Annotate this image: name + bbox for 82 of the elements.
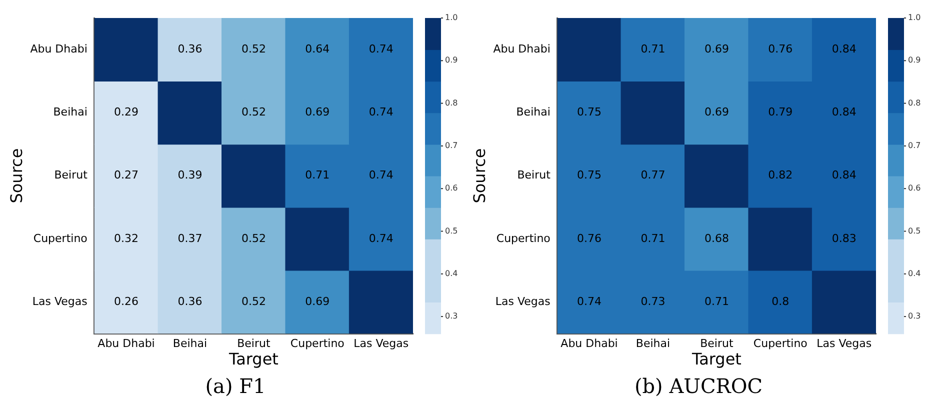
data-label: 0.52: [241, 232, 266, 245]
x-tick-label: Beihai: [636, 337, 670, 350]
y-tick-label: Beirut: [517, 168, 552, 182]
x-tick-label: Cupertino: [290, 337, 345, 350]
y-tick-label: Beihai: [516, 106, 550, 119]
data-label: 0.36: [178, 42, 202, 56]
data-label: 0.77: [640, 168, 666, 182]
color-bar-label: 0.5: [445, 226, 458, 236]
y-tick-label: Las Vegas: [495, 294, 551, 308]
data-label: 0.71: [640, 42, 666, 56]
data-label: 0.84: [832, 168, 856, 182]
color-bar-label: 0.9: [445, 56, 458, 65]
data-label: 0.69: [704, 42, 729, 56]
y-tick-label: Beirut: [54, 168, 88, 182]
data-label: 0.83: [832, 232, 856, 245]
x-tick-label: Las Vegas: [816, 337, 872, 350]
data-label: 0.52: [241, 106, 266, 119]
color-bar-label: 0.8: [445, 98, 458, 108]
data-label: 0.74: [368, 232, 394, 245]
x-tick-label: Las Vegas: [354, 337, 409, 350]
y-axis-title: Source: [470, 148, 489, 204]
data-label: 0.26: [114, 294, 139, 308]
data-label: 0.69: [704, 106, 729, 119]
data-label: 0.73: [640, 294, 666, 308]
data-label: 0.27: [114, 168, 139, 182]
data-label: 0.74: [368, 42, 394, 56]
x-tick-label: Beihai: [172, 337, 208, 350]
x-tick-label: Cupertino: [753, 337, 808, 350]
color-bar-label: 0.5: [908, 226, 921, 236]
data-label: 0.64: [305, 42, 330, 56]
data-label: 0.76: [768, 42, 793, 56]
color-bar-label: 0.7: [445, 141, 458, 150]
color-bar-label: 0.3: [445, 312, 458, 321]
color-bar-label: 0.3: [908, 312, 921, 321]
y-tick-label: Cupertino: [33, 232, 88, 245]
data-label: 0.75: [577, 168, 602, 182]
y-tick-label: Abu Dhabi: [493, 42, 550, 56]
x-tick-label: Beirut: [237, 337, 271, 350]
data-label: 0.36: [178, 294, 202, 308]
color-bar-label: 0.7: [908, 141, 921, 150]
data-label: 0.8: [772, 294, 790, 308]
data-label: 0.39: [178, 168, 202, 182]
x-tick-label: Beirut: [700, 337, 734, 350]
data-label: 0.76: [577, 232, 602, 245]
x-tick-label: Abu Dhabi: [560, 337, 618, 350]
y-tick-label: Beihai: [53, 106, 88, 119]
text: (b) AUCROC: [634, 374, 763, 398]
color-bar-label: 0.9: [908, 56, 921, 65]
y-tick-label: Abu Dhabi: [30, 42, 88, 56]
data-label: 0.71: [704, 294, 729, 308]
x-tick-label: Abu Dhabi: [98, 337, 155, 350]
data-label: 0.74: [368, 106, 394, 119]
data-label: 0.74: [577, 294, 602, 308]
data-label: 0.71: [640, 232, 666, 245]
data-label: 0.69: [305, 294, 330, 308]
data-label: 0.37: [178, 232, 202, 245]
color-bar-label: 0.4: [908, 268, 921, 278]
color-bar-label: 0.8: [908, 98, 921, 108]
y-axis-title: Source: [6, 148, 26, 204]
data-label: 0.75: [577, 106, 602, 119]
color-bar-label: 1.0: [445, 13, 458, 22]
data-label: 0.52: [241, 42, 266, 56]
x-axis-title: Target: [690, 350, 742, 369]
color-bar-label: 0.6: [445, 184, 458, 193]
text: (a) F1: [205, 374, 266, 398]
data-label: 0.68: [704, 232, 729, 245]
data-label: 0.79: [768, 106, 793, 119]
data-label: 0.84: [832, 106, 856, 119]
color-bar-label: 1.0: [908, 13, 921, 22]
color-bar-label: 0.4: [445, 268, 458, 278]
data-label: 0.74: [368, 168, 394, 182]
data-label: 0.52: [241, 294, 266, 308]
data-label: 0.71: [305, 168, 330, 182]
data-label: 0.82: [768, 168, 793, 182]
x-axis-title: Target: [228, 350, 278, 369]
color-bar-label: 0.6: [908, 184, 921, 193]
data-label: 0.29: [114, 106, 139, 119]
y-tick-label: Cupertino: [496, 232, 551, 245]
data-label: 0.69: [305, 106, 330, 119]
data-label: 0.84: [832, 42, 856, 56]
data-label: 0.32: [114, 232, 139, 245]
y-tick-label: Las Vegas: [32, 294, 88, 308]
